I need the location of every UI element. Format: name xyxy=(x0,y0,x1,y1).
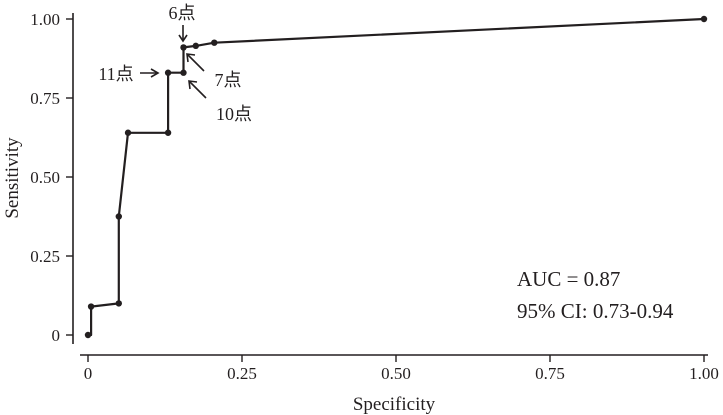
y-tick-label-4: 1.00 xyxy=(30,10,60,29)
roc-point-8 xyxy=(180,44,187,51)
annotation-7-arrow xyxy=(187,54,205,72)
roc-point-5 xyxy=(164,129,172,136)
annotation-6-label: 6点 xyxy=(169,3,196,23)
roc-point-10 xyxy=(211,39,218,46)
annotations: 6点 11点 7点 10点 xyxy=(98,3,252,124)
roc-point-2 xyxy=(115,300,123,307)
annotation-11-label: 11点 xyxy=(98,64,133,84)
roc-point-3 xyxy=(115,213,123,220)
y-tick-label-1: 0.25 xyxy=(30,247,60,266)
x-tick-label-3: 0.75 xyxy=(535,364,565,383)
roc-point-6 xyxy=(164,69,172,76)
x-tick-label-1: 0.25 xyxy=(227,364,257,383)
y-ticks: 0 0.25 0.50 0.75 1.00 xyxy=(30,10,73,345)
roc-points xyxy=(84,15,708,339)
y-axis-title: Sensitivity xyxy=(2,137,23,219)
annotation-10-arrow xyxy=(189,81,207,99)
roc-point-4 xyxy=(124,129,132,136)
annotation-6-arrowhead xyxy=(178,34,188,43)
roc-point-11 xyxy=(700,15,708,23)
x-tick-label-2: 0.50 xyxy=(381,364,411,383)
auc-text: AUC = 0.87 xyxy=(517,267,620,291)
annotation-10-label: 10点 xyxy=(216,104,252,124)
roc-point-0 xyxy=(84,331,92,339)
y-tick-label-3: 0.75 xyxy=(30,89,60,108)
roc-point-7 xyxy=(180,69,187,76)
roc-point-1 xyxy=(87,303,95,310)
annotation-11-arrowhead xyxy=(150,68,160,78)
y-tick-label-2: 0.50 xyxy=(30,168,60,187)
x-axis-title: Specificity xyxy=(353,394,436,415)
roc-point-9 xyxy=(192,42,199,50)
annotation-7-arrowhead xyxy=(186,53,196,63)
y-tick-label-0: 0 xyxy=(52,326,61,345)
x-tick-label-0: 0 xyxy=(84,364,93,383)
annotation-10-arrowhead xyxy=(188,80,198,90)
x-ticks: 0 0.25 0.50 0.75 1.00 xyxy=(84,355,719,383)
ci-text: 95% CI: 0.73-0.94 xyxy=(517,299,674,323)
annotation-7-label: 7点 xyxy=(215,70,242,90)
x-tick-label-4: 1.00 xyxy=(689,364,719,383)
axes xyxy=(72,13,708,356)
stats-box: AUC = 0.87 95% CI: 0.73-0.94 xyxy=(517,267,674,323)
